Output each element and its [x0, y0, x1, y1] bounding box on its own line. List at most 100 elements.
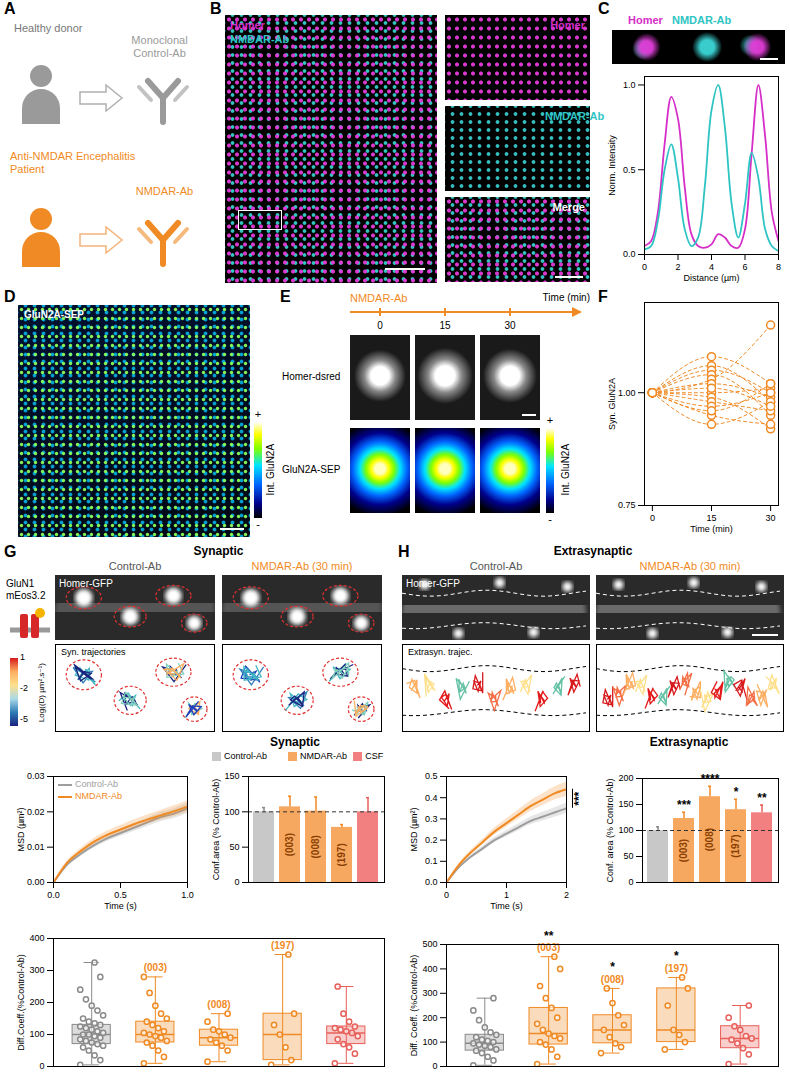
- svg-text:****: ****: [701, 772, 720, 786]
- svg-text:1.0: 1.0: [181, 890, 194, 900]
- svg-text:400: 400: [29, 933, 44, 943]
- svg-text:200: 200: [618, 773, 633, 783]
- html-text:Extrasynaptic: Extrasynaptic: [649, 735, 729, 749]
- svg-text:0.02: 0.02: [27, 807, 45, 817]
- svg-text:0: 0: [444, 890, 449, 900]
- svg-text:(003): (003): [284, 833, 295, 856]
- svg-text:(003): (003): [144, 962, 167, 973]
- svg-text:(003): (003): [678, 839, 689, 862]
- svg-text:8: 8: [776, 262, 781, 272]
- html-text:D: D: [4, 288, 16, 305]
- html-text:NMDAR-Ab: NMDAR-Ab: [230, 33, 290, 45]
- svg-text:0: 0: [432, 1061, 437, 1071]
- svg-text:Time (s): Time (s): [104, 901, 137, 911]
- svg-text:***: ***: [677, 798, 691, 812]
- svg-text:150: 150: [618, 799, 633, 809]
- svg-text:Conf. area (% Control-Ab): Conf. area (% Control-Ab): [605, 778, 615, 882]
- html-text:NMDAR-Ab: NMDAR-Ab: [135, 185, 194, 197]
- svg-text:0.0: 0.0: [47, 890, 60, 900]
- svg-text:4: 4: [709, 262, 714, 272]
- svg-text:MSD (µm²): MSD (µm²): [409, 807, 419, 851]
- svg-text:(197): (197): [336, 843, 347, 866]
- svg-text:0.75: 0.75: [618, 500, 636, 510]
- svg-text:15: 15: [706, 513, 716, 523]
- svg-text:0.00: 0.00: [27, 877, 45, 887]
- svg-text:100: 100: [618, 825, 633, 835]
- svg-text:400: 400: [422, 964, 437, 974]
- svg-text:Diff.Coeff.(%Control-Ab): Diff.Coeff.(%Control-Ab): [16, 954, 26, 1051]
- svg-text:Syn. GluN2A: Syn. GluN2A: [607, 378, 617, 430]
- svg-text:0.2: 0.2: [425, 835, 438, 845]
- svg-text:2: 2: [564, 890, 569, 900]
- svg-text:500: 500: [422, 939, 437, 949]
- svg-text:0: 0: [650, 513, 655, 523]
- svg-text:0.03: 0.03: [27, 771, 45, 781]
- html-text:G: G: [4, 543, 17, 560]
- svg-text:1.00: 1.00: [618, 388, 636, 398]
- svg-text:0.4: 0.4: [425, 793, 438, 803]
- svg-text:150: 150: [224, 771, 239, 781]
- html-text:Synaptic: Synaptic: [193, 544, 244, 558]
- svg-text:0: 0: [628, 877, 633, 887]
- html-text:NMDAR-Ab: NMDAR-Ab: [545, 110, 605, 122]
- svg-text:**: **: [757, 791, 767, 805]
- svg-text:0.5: 0.5: [623, 165, 636, 175]
- html-text:Monoclonal Control-Ab: Monoclonal Control-Ab: [131, 34, 188, 59]
- svg-text:(197): (197): [665, 963, 688, 974]
- svg-text:*: *: [734, 785, 739, 799]
- html-text:H: H: [398, 543, 410, 560]
- svg-text:0: 0: [642, 262, 647, 272]
- svg-text:0.5: 0.5: [425, 771, 438, 781]
- svg-text:0: 0: [39, 1061, 44, 1071]
- svg-text:0.1: 0.1: [425, 856, 438, 866]
- svg-text:Time (s): Time (s): [490, 901, 523, 911]
- svg-text:300: 300: [29, 965, 44, 975]
- svg-text:***: ***: [572, 791, 586, 805]
- svg-text:1.0: 1.0: [623, 80, 636, 90]
- svg-text:(197): (197): [730, 834, 741, 857]
- svg-text:Conf.area (% Control-Ab): Conf.area (% Control-Ab): [211, 779, 221, 881]
- svg-text:0.01: 0.01: [27, 842, 45, 852]
- html-text:Homer: Homer: [550, 19, 585, 31]
- svg-text:50: 50: [229, 842, 239, 852]
- svg-text:1: 1: [504, 890, 509, 900]
- svg-text:Diff. Coeff. (%Control-Ab): Diff. Coeff. (%Control-Ab): [409, 955, 419, 1057]
- svg-text:0.0: 0.0: [425, 877, 438, 887]
- svg-text:(008): (008): [704, 828, 715, 851]
- html-text:Healthy donor: Healthy donor: [14, 22, 83, 34]
- svg-text:(008): (008): [310, 835, 321, 858]
- svg-text:200: 200: [29, 997, 44, 1007]
- svg-text:50: 50: [623, 851, 633, 861]
- svg-text:MSD (µm²): MSD (µm²): [16, 807, 26, 851]
- svg-text:100: 100: [422, 1037, 437, 1047]
- svg-text:(008): (008): [207, 999, 230, 1010]
- svg-text:(003): (003): [537, 942, 560, 953]
- svg-text:200: 200: [422, 1013, 437, 1023]
- svg-text:Distance (µm): Distance (µm): [683, 273, 739, 283]
- svg-text:100: 100: [224, 807, 239, 817]
- svg-text:0.0: 0.0: [623, 249, 636, 259]
- svg-text:(197): (197): [271, 940, 294, 951]
- svg-text:*: *: [610, 960, 615, 974]
- svg-text:300: 300: [422, 988, 437, 998]
- html-text:Merge: Merge: [552, 201, 585, 213]
- html-text:B: B: [210, 0, 222, 17]
- svg-text:100: 100: [29, 1029, 44, 1039]
- svg-text:0: 0: [234, 877, 239, 887]
- svg-text:6: 6: [742, 262, 747, 272]
- html-text:C: C: [598, 0, 610, 17]
- svg-text:30: 30: [766, 513, 776, 523]
- html-text:Extrasynaptic: Extrasynaptic: [553, 544, 633, 558]
- html-text:Synaptic: Synaptic: [270, 735, 320, 749]
- svg-text:**: **: [544, 929, 554, 943]
- svg-text:Time (min): Time (min): [690, 524, 733, 534]
- svg-text:(008): (008): [601, 974, 624, 985]
- svg-text:Norm. Intensity: Norm. Intensity: [607, 135, 617, 196]
- svg-text:*: *: [674, 949, 679, 963]
- svg-text:2: 2: [675, 262, 680, 272]
- html-text:A: A: [4, 0, 16, 17]
- svg-text:0.3: 0.3: [425, 814, 438, 824]
- html-text:Homer: Homer: [230, 19, 265, 31]
- html-text:Anti-NMDAR Encephalitis Patien: Anti-NMDAR Encephalitis Patient: [10, 150, 136, 175]
- svg-text:0.5: 0.5: [114, 890, 127, 900]
